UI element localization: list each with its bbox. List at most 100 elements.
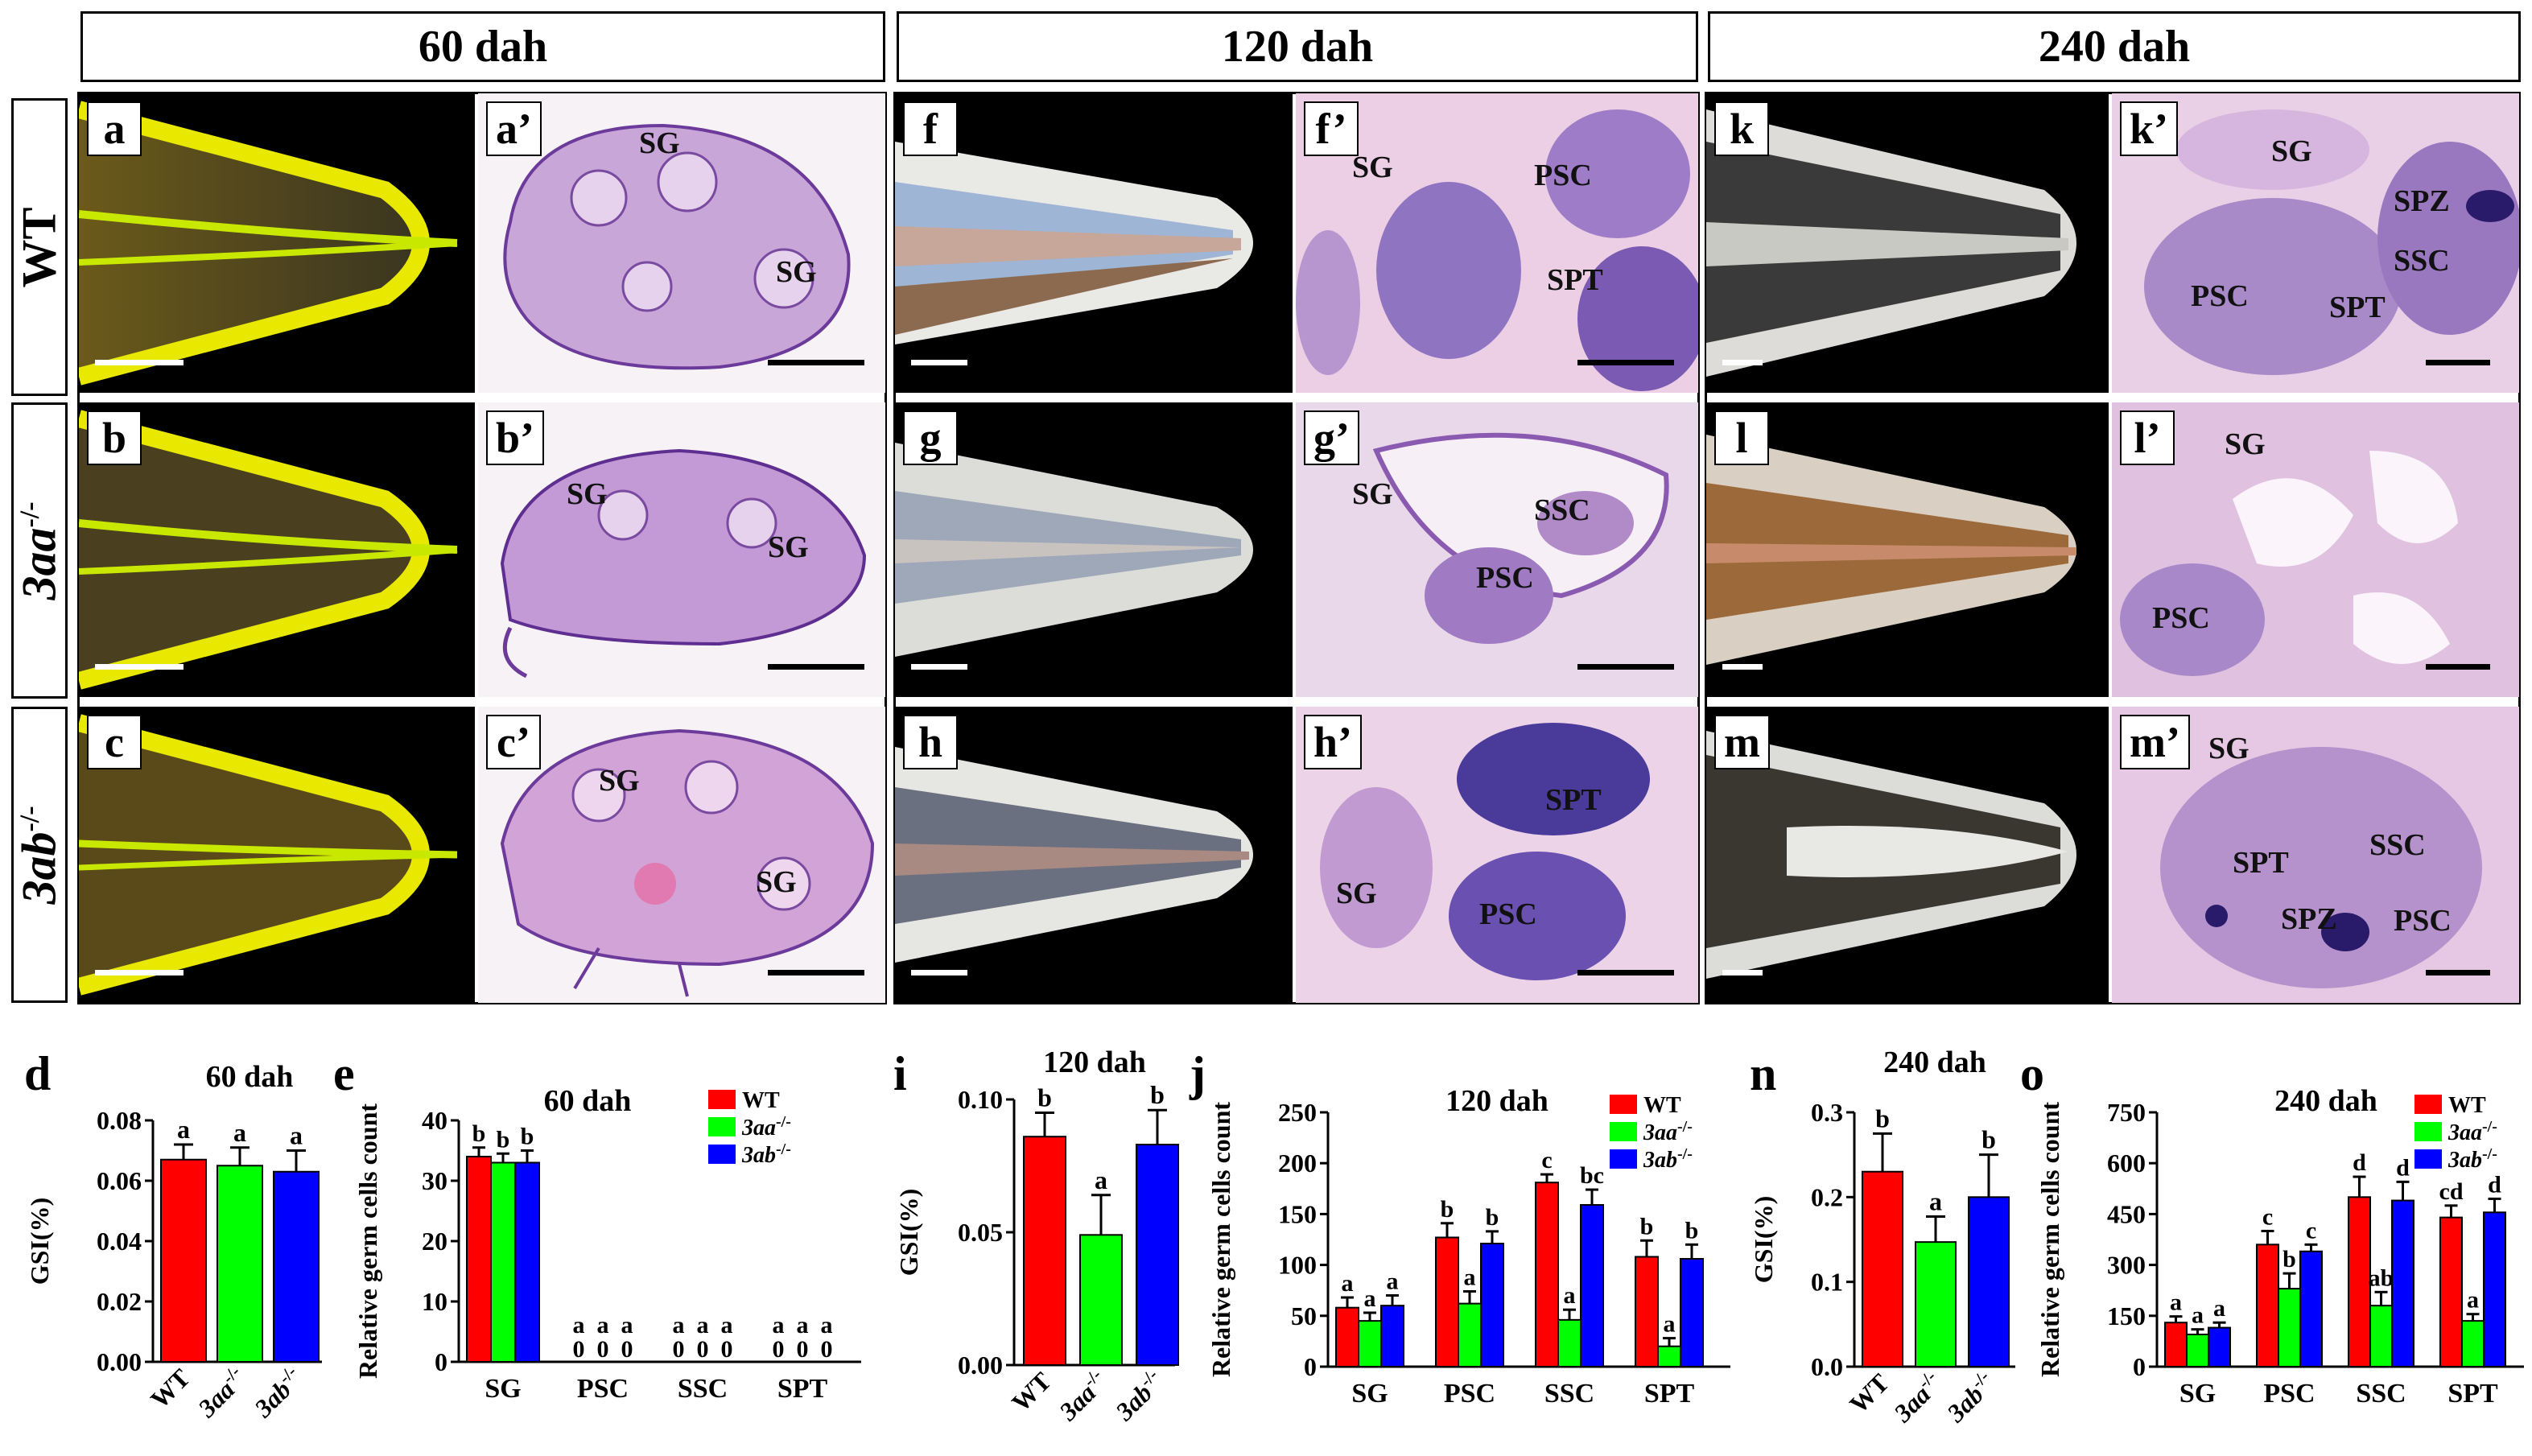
significance-letter: a [773, 1312, 785, 1338]
image-panel-g: g [895, 402, 1293, 697]
bar [1358, 1320, 1382, 1367]
y-axis-label: GSI(%) [1750, 1196, 1778, 1283]
x-tick-label: SPT [777, 1374, 828, 1404]
chart-label-j: j [1190, 1047, 1206, 1100]
histology-image-m2 [2112, 707, 2519, 1003]
x-tick-label: 3aa-/- [1886, 1366, 1948, 1428]
panel-label-m2: m’ [2120, 715, 2190, 769]
histology-image-k2 [2112, 93, 2519, 393]
significance-letter: b [497, 1126, 510, 1153]
cell-label-sg: SG [776, 255, 817, 289]
bar [1657, 1345, 1681, 1368]
y-tick-label: 0.00 [958, 1351, 1003, 1380]
bar [1635, 1256, 1659, 1367]
scale-bar [2426, 664, 2490, 670]
image-panel-m: m [1706, 707, 2109, 1003]
image-panel-c2: c’ SG SG [478, 707, 885, 1003]
legend-swatch [708, 1117, 736, 1136]
significance-letter: a [1095, 1165, 1107, 1194]
y-tick-label: 600 [2107, 1149, 2146, 1178]
cell-label-sg: SG [1336, 876, 1377, 910]
cell-label-sg: SG [2271, 134, 2312, 168]
cell-label-sg: SG [1352, 151, 1393, 184]
significance-letter: d [2488, 1171, 2501, 1198]
x-tick-label: WT [145, 1363, 196, 1413]
y-tick-label: 250 [1278, 1098, 1317, 1127]
y-axis-label: Relative germ cells count [2036, 1102, 2064, 1377]
y-tick-label: 0.08 [97, 1106, 142, 1135]
significance-letter: bc [1580, 1162, 1604, 1189]
header-60dah: 60 dah [80, 11, 885, 82]
bar [490, 1161, 516, 1363]
chart-label-i: i [893, 1047, 907, 1100]
cell-label-psc: PSC [2191, 279, 2249, 313]
significance-letter: ab [2369, 1264, 2394, 1291]
y-tick-label: 10 [422, 1287, 447, 1316]
bar [2256, 1244, 2279, 1367]
legend-swatch [1610, 1095, 1637, 1114]
bar [514, 1161, 540, 1363]
significance-letter: a [1387, 1268, 1399, 1295]
legend-entry: 3aa-/- [1643, 1118, 1693, 1145]
y-tick-label: 0.3 [1811, 1098, 1843, 1127]
image-panel-l2: l’ SG PSC [2112, 402, 2519, 697]
panel-label-f2: f’ [1304, 101, 1359, 156]
chart-d-gsi-60dah: 0.00 0.02 0.04 0.06 0.08 GSI(%) 60 dah a WT a 3aa-… [25, 1060, 322, 1423]
scale-bar [95, 970, 184, 975]
zero-value-label: 0 [821, 1336, 833, 1363]
zero-value-label: 0 [721, 1336, 733, 1363]
legend-entry: WT [742, 1088, 780, 1113]
significance-letter: c [2306, 1217, 2316, 1244]
cell-label-spz: SPZ [2394, 184, 2450, 218]
zero-value-label: 0 [697, 1336, 709, 1363]
significance-letter: a [697, 1312, 709, 1338]
significance-letter: b [521, 1124, 534, 1150]
chart-title: 240 dah [1883, 1046, 1986, 1079]
legend-swatch [2414, 1095, 2442, 1114]
significance-letter: a [1664, 1311, 1676, 1338]
image-panel-k2: k’ SG SPZ SSC PSC SPT [2112, 93, 2519, 393]
bar [1023, 1136, 1066, 1366]
y-tick-label: 750 [2107, 1098, 2146, 1127]
cell-label-spt: SPT [2233, 846, 2289, 880]
image-panel-a: a [79, 93, 475, 393]
significance-letter: b [1875, 1103, 1890, 1132]
histology-image-g2 [1296, 402, 1698, 697]
cell-label-spt: SPT [1547, 263, 1603, 297]
bar [2164, 1322, 2188, 1367]
cell-label-sg: SG [2225, 427, 2266, 461]
bar [273, 1170, 320, 1363]
image-panel-b2: b’ SG SG [478, 402, 885, 697]
x-tick-label: PSC [1444, 1379, 1495, 1409]
y-tick-label: 0.05 [958, 1218, 1003, 1247]
panel-label-c2: c’ [486, 715, 541, 769]
scale-bar [95, 360, 184, 365]
significance-letter: a [2213, 1295, 2225, 1322]
significance-letter: a [1564, 1282, 1576, 1309]
image-panel-a2: a’ SG SG [478, 93, 885, 393]
panel-label-l: l [1714, 410, 1769, 465]
chart-title: 120 dah [1043, 1046, 1146, 1079]
histology-image-h2 [1296, 707, 1698, 1003]
bar [1680, 1258, 1704, 1367]
y-tick-label: 0 [2133, 1352, 2146, 1381]
gonad-image-k [1706, 109, 2076, 377]
scale-bar [1722, 360, 1763, 365]
y-axis-label: Relative germ cells count [1207, 1102, 1235, 1377]
significance-letter: b [1441, 1196, 1454, 1223]
legend-entry: 3aa-/- [741, 1113, 791, 1140]
y-tick-label: 0.06 [97, 1166, 142, 1195]
bar [1435, 1236, 1459, 1367]
cell-label-sg: SG [567, 477, 608, 511]
cell-label-spt: SPT [1545, 783, 1602, 817]
y-tick-label: 300 [2107, 1251, 2146, 1280]
chart-title: 60 dah [206, 1060, 294, 1094]
scale-bar [768, 360, 864, 365]
x-tick-label: SSC [1544, 1379, 1594, 1409]
scale-bar [768, 664, 864, 670]
row-label-3aa: 3aa-/- [11, 402, 68, 699]
legend-swatch [2414, 1122, 2442, 1141]
bar [2461, 1320, 2485, 1367]
chart-label-o: o [2020, 1047, 2044, 1100]
